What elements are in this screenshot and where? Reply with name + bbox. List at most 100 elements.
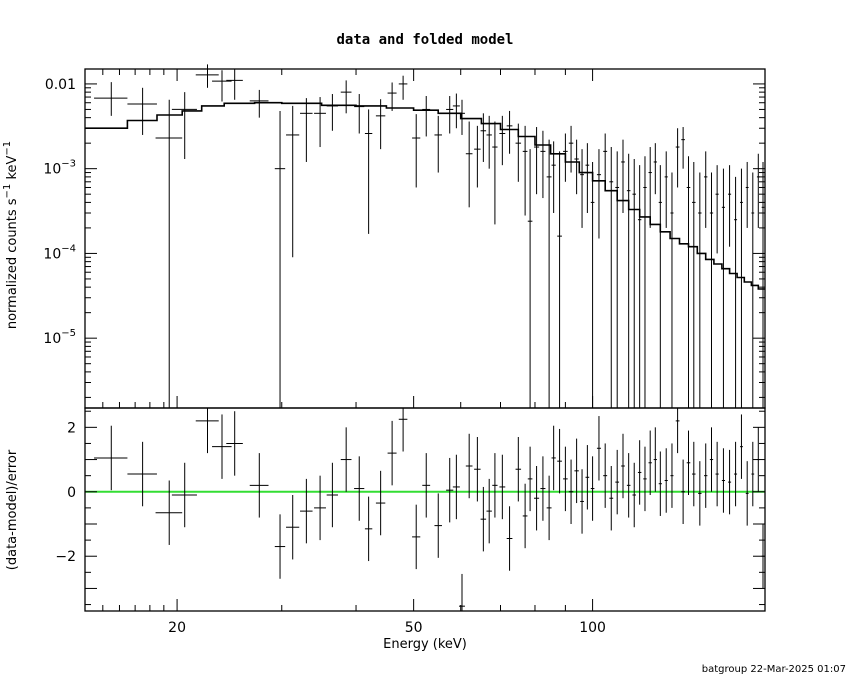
residual-point-14 [354,456,365,521]
residual-point-44 [585,445,590,510]
x-tick-label-0: 20 [168,620,186,636]
data-point-64 [698,172,702,408]
top-y-tick-label-1: 10−3 [43,159,76,178]
residual-point-59 [670,443,674,508]
residual-point-12 [326,462,338,528]
data-point-70 [734,176,738,408]
residual-point-9 [286,495,300,560]
data-point-5 [212,70,232,102]
data-point-73 [751,172,755,408]
spectrum-ticks [85,83,765,398]
residual-point-45 [590,456,595,521]
data-point-34 [527,149,533,408]
residual-point-69 [728,449,732,515]
data-point-60 [675,128,680,188]
data-point-67 [715,165,719,254]
residual-point-5 [212,414,232,479]
data-point-44 [585,143,590,213]
data-point-71 [739,168,743,408]
residual-point-21 [434,493,442,558]
data-point-33 [522,125,528,216]
residual-point-43 [580,469,584,534]
data-point-52 [632,159,636,408]
residual-point-8 [274,514,286,579]
residual-point-66 [709,427,714,492]
data-point-4 [195,64,219,88]
residual-ticks [85,410,765,606]
data-point-56 [653,143,657,195]
data-point-68 [721,168,725,408]
residual-point-38 [551,425,556,491]
data-point-41 [568,125,574,173]
residual-point-39 [557,428,562,494]
data-point-72 [745,161,749,228]
data-point-45 [590,161,595,408]
residual-point-56 [653,427,657,492]
data-point-62 [686,156,691,408]
residual-point-28 [486,478,492,544]
spectrum-panel [84,64,766,409]
residual-point-41 [568,459,574,524]
data-point-47 [603,133,608,188]
residual-point-19 [412,504,421,570]
data-point-17 [387,82,397,111]
residual-point-67 [715,441,719,507]
data-point-42 [574,139,579,195]
residual-point-60 [675,408,680,454]
residual-point-50 [621,433,625,499]
residual-point-2 [155,480,183,545]
residual-point-22 [446,457,454,523]
residual-point-6 [226,411,243,476]
data-point-57 [658,165,662,408]
residual-point-7 [249,453,269,518]
residual-point-18 [398,408,408,452]
residual-point-11 [314,475,326,541]
data-point-24 [458,99,465,135]
residual-point-33 [522,483,528,549]
data-point-50 [621,139,625,213]
residual-point-73 [751,441,755,507]
data-point-18 [398,75,408,100]
top-y-tick-label-0: 0.01 [45,77,76,93]
data-point-65 [704,151,708,228]
top-y-tick-label-2: 10−4 [43,243,76,262]
data-point-55 [648,147,652,228]
data-point-38 [551,141,556,213]
residual-point-54 [643,446,647,512]
residual-point-46 [596,416,601,481]
residual-point-13 [340,427,352,492]
residual-point-64 [698,461,702,526]
data-point-6 [226,69,243,100]
data-point-59 [670,172,674,408]
residual-frame [84,407,766,612]
residual-point-24 [458,573,465,611]
residual-point-3 [171,462,197,528]
data-point-27 [480,113,487,162]
data-point-16 [375,99,386,150]
footer-stamp: batgroup 22-Mar-2025 01:07 [702,664,846,675]
data-point-39 [557,151,562,408]
residual-point-63 [692,441,696,507]
residual-point-29 [492,453,498,518]
chart-title: data and folded model [336,32,513,48]
residual-point-32 [515,437,522,502]
data-point-58 [664,151,668,228]
residual-point-15 [364,496,373,562]
model-step-line [85,101,765,290]
residual-point-4 [195,408,219,454]
residual-point-48 [609,466,614,531]
spectrum-frame [84,68,766,409]
data-point-7 [249,89,269,118]
folded-model [85,101,765,290]
data-point-2 [155,99,183,408]
residual-point-65 [704,443,708,508]
residual-point-26 [474,437,481,502]
bot-y-tick-label-0: 2 [67,420,76,436]
data-point-49 [615,151,620,408]
data-point-61 [681,127,685,169]
spectrum-y-label: normalized counts s−1 keV−1 [2,141,20,329]
data-point-15 [364,109,373,234]
residual-point-58 [664,448,668,513]
spectrum-data [94,64,765,408]
